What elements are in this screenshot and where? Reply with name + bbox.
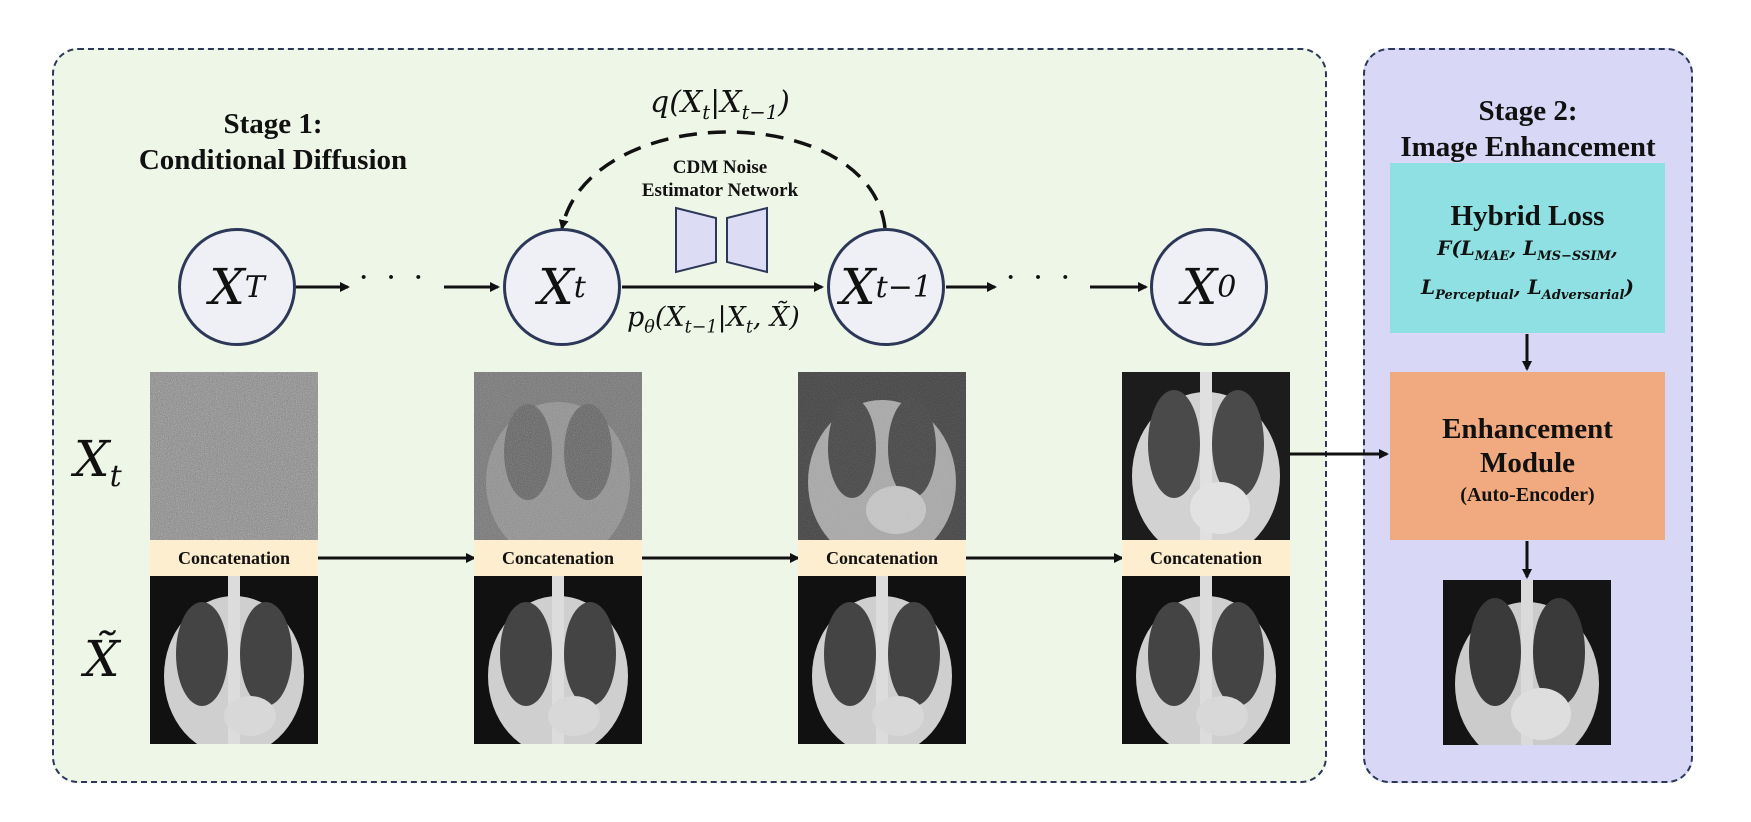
forward-process-label: q(Xt|Xt−1) xyxy=(650,85,790,124)
enhancement-line1: Enhancement xyxy=(1442,413,1613,445)
row-label-noisy-base: X xyxy=(74,430,110,488)
enhanced-output-image xyxy=(1443,580,1611,745)
hybrid-loss-title: Hybrid Loss xyxy=(1450,200,1605,232)
hybrid-loss-box: Hybrid Loss F(LMAE, LMS−SSIM, LPerceptua… xyxy=(1390,163,1665,333)
node-xt-base: X xyxy=(538,258,574,316)
stage2-title-line2: Image Enhancement xyxy=(1400,131,1656,163)
hybrid-loss-line2: LPerceptual, LAdversarial) xyxy=(1390,272,1665,311)
concat-label-2: Concatenation xyxy=(474,540,642,576)
noisy-image-xt xyxy=(474,372,642,540)
loss2-prefix: L xyxy=(1421,275,1436,299)
network-label-line2: Estimator Network xyxy=(641,180,799,201)
concat-label-4: Concatenation xyxy=(1122,540,1290,576)
enhancement-line3: (Auto-Encoder) xyxy=(1460,484,1595,506)
network-decoder-shape xyxy=(726,206,768,274)
hybrid-loss-line1: F(LMAE, LMS−SSIM, xyxy=(1390,233,1665,272)
stage1-title-line2: Conditional Diffusion xyxy=(138,144,408,176)
forward-sub2: t−1 xyxy=(741,101,779,124)
concat-label-1: Concatenation xyxy=(150,540,318,576)
row-label-noisy-sub: t xyxy=(109,459,122,494)
loss1-end: , xyxy=(1610,236,1618,260)
loss1-sub2: MS−SSIM xyxy=(1537,249,1611,264)
forward-base: q(X xyxy=(650,85,703,120)
node-x0-sub: 0 xyxy=(1217,269,1237,305)
forward-mid: |X xyxy=(710,85,742,120)
denoised-image-x0 xyxy=(1122,372,1290,540)
stage2-title: Stage 2: Image Enhancement xyxy=(1363,93,1693,165)
loss2-end: ) xyxy=(1624,275,1634,299)
condition-image-3 xyxy=(798,576,966,744)
reverse-end: , X̃) xyxy=(752,302,800,333)
node-xt-sub: t xyxy=(573,269,586,305)
loss2-mid: , L xyxy=(1513,275,1542,299)
node-xT-base: X xyxy=(209,258,245,316)
ellipsis-left: ··· xyxy=(358,259,440,296)
reverse-open: (X xyxy=(654,302,685,333)
loss2-sub1: Perceptual xyxy=(1435,288,1514,303)
stage1-title-line1: Stage 1: xyxy=(223,108,323,140)
loss1-mid: , L xyxy=(1509,236,1538,260)
reverse-sub-theta: θ xyxy=(644,317,655,338)
row-label-noisy: Xt xyxy=(74,430,122,494)
reverse-base: p xyxy=(627,302,645,333)
noisy-image-xt-minus-1 xyxy=(798,372,966,540)
condition-image-1 xyxy=(150,576,318,744)
network-encoder-shape xyxy=(675,206,717,274)
loss1-sub1: MAE xyxy=(1474,249,1510,264)
loss1-prefix: F(L xyxy=(1437,236,1475,260)
reverse-sub2: t xyxy=(745,317,753,338)
condition-image-2 xyxy=(474,576,642,744)
reverse-sub1: t−1 xyxy=(684,317,718,338)
node-xt-minus-1-sub: t−1 xyxy=(875,269,932,305)
enhancement-line2: Module xyxy=(1479,447,1576,479)
stage2-title-line1: Stage 2: xyxy=(1478,95,1578,127)
condition-image-4 xyxy=(1122,576,1290,744)
node-xt-minus-1-base: X xyxy=(840,258,876,316)
network-label: CDM Noise Estimator Network xyxy=(600,156,840,202)
reverse-process-label: pθ(Xt−1|Xt, X̃) xyxy=(627,302,800,337)
network-label-line1: CDM Noise xyxy=(672,157,768,178)
stage1-title: Stage 1: Conditional Diffusion xyxy=(118,106,428,178)
enhancement-module-box: Enhancement Module (Auto-Encoder) xyxy=(1390,372,1665,540)
reverse-mid: |X xyxy=(717,302,746,333)
node-xT-sub: T xyxy=(244,269,265,305)
concat-label-3: Concatenation xyxy=(798,540,966,576)
loss2-sub2: Adversarial xyxy=(1541,288,1625,303)
node-x0-base: X xyxy=(1181,258,1218,316)
row-label-condition: X̃ xyxy=(84,630,120,688)
ellipsis-right: ··· xyxy=(1005,259,1087,296)
forward-process-arc xyxy=(558,130,887,230)
forward-sub1: t xyxy=(702,101,711,124)
noisy-image-xT xyxy=(150,372,318,540)
forward-end: ) xyxy=(778,85,790,120)
